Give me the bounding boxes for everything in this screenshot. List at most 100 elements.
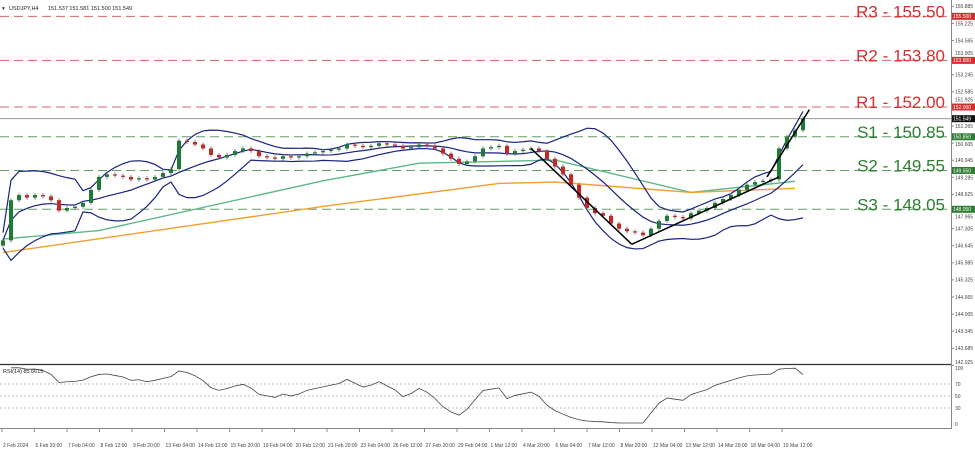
candle-body bbox=[177, 140, 181, 170]
time-tick-label: 23 Feb 04:00 bbox=[361, 443, 391, 449]
rsi-level-label: 50 bbox=[955, 394, 961, 400]
time-tick-label: 1 Mar 12:00 bbox=[491, 443, 518, 449]
candle-body bbox=[433, 145, 437, 149]
level-labels: R3 - 155.50 R2 - 153.80 R1 - 152.00 S1 - 15… bbox=[856, 2, 945, 214]
candle-body bbox=[481, 148, 485, 157]
candle-body bbox=[785, 136, 789, 149]
candle-body bbox=[417, 144, 421, 148]
candle-body bbox=[337, 148, 341, 150]
candle-body bbox=[609, 215, 613, 224]
time-tick-label: 6 Mar 04:00 bbox=[556, 443, 583, 449]
rsi-label: RSI(14) 85.6615 bbox=[3, 369, 43, 375]
candle-body bbox=[225, 154, 229, 158]
candle-body bbox=[105, 174, 109, 177]
moving-average-orange bbox=[2, 181, 796, 254]
candle-body bbox=[577, 184, 581, 198]
candle-body bbox=[385, 143, 389, 145]
candle-body bbox=[617, 223, 621, 229]
moving-averages bbox=[2, 159, 796, 254]
candle-body bbox=[153, 176, 157, 180]
price-tick-label: 153.905 bbox=[955, 51, 973, 57]
candle-body bbox=[377, 143, 381, 146]
price-tick-label: 155.225 bbox=[955, 21, 973, 27]
candle-body bbox=[185, 140, 189, 142]
candle-body bbox=[137, 178, 141, 180]
candle-body bbox=[241, 148, 245, 152]
candle-body bbox=[49, 196, 53, 201]
candle-body bbox=[633, 231, 637, 233]
candle-body bbox=[545, 151, 549, 159]
price-tick-label: 155.885 bbox=[955, 4, 973, 10]
candle-body bbox=[89, 189, 93, 203]
time-tick-label: 7 Feb 04:00 bbox=[68, 443, 95, 449]
price-axis: 155.885 155.225 154.565 153.905 153.245 152.5… bbox=[951, 4, 973, 366]
candle-body bbox=[313, 152, 317, 154]
candle-body bbox=[673, 215, 677, 218]
current-price-tag-text: 151.549 bbox=[953, 116, 971, 122]
trendline bbox=[530, 147, 633, 245]
candle-body bbox=[689, 213, 693, 219]
candle-body bbox=[497, 145, 501, 148]
candle-body bbox=[41, 195, 45, 197]
time-tick-label: 13 Feb 04:00 bbox=[166, 443, 196, 449]
candle-body bbox=[553, 158, 557, 167]
time-tick-label: 18 Mar 04:00 bbox=[751, 443, 781, 449]
time-tick-label: 8 Feb 12:00 bbox=[101, 443, 128, 449]
candle-body bbox=[369, 145, 373, 148]
candle-body bbox=[169, 169, 173, 174]
price-tick-label: 152.585 bbox=[955, 90, 973, 96]
rsi-line bbox=[11, 367, 804, 424]
price-tick-label: 147.965 bbox=[955, 214, 973, 220]
candle-body bbox=[297, 156, 301, 158]
level-label-s2: S2 - 149.55 bbox=[857, 156, 945, 175]
bollinger-upper bbox=[2, 111, 804, 233]
price-tag-r2 bbox=[952, 56, 975, 64]
candle-body bbox=[161, 173, 165, 177]
trendline bbox=[766, 109, 811, 178]
time-axis: 2 Feb 2024 5 Feb 20:00 7 Feb 04:00 8 Feb 12… bbox=[1, 429, 813, 449]
candle-body bbox=[113, 174, 117, 176]
time-tick-label: 2 Feb 2024 bbox=[3, 443, 29, 449]
candle-body bbox=[17, 195, 21, 201]
candle-body bbox=[33, 195, 37, 198]
candle-body bbox=[393, 144, 397, 146]
symbol-label: USDJPY,H4 bbox=[9, 6, 39, 12]
candle-body bbox=[233, 151, 237, 155]
level-label-r3: R3 - 155.50 bbox=[856, 2, 945, 21]
candles bbox=[1, 116, 805, 248]
moving-average-green bbox=[2, 159, 796, 240]
price-tag-text: 153.800 bbox=[953, 58, 971, 64]
candle-body bbox=[129, 176, 133, 180]
level-label-r1: R1 - 152.00 bbox=[856, 93, 945, 112]
candle-body bbox=[281, 156, 285, 159]
candle-body bbox=[697, 210, 701, 214]
price-tag-text: 155.500 bbox=[953, 14, 971, 20]
price-tick-label: 151.265 bbox=[955, 124, 973, 130]
time-tick-label: 29 Feb 04:00 bbox=[458, 443, 488, 449]
candle-body bbox=[201, 144, 205, 149]
candle-body bbox=[641, 232, 645, 236]
candle-body bbox=[441, 148, 445, 154]
price-tick-label: 144.665 bbox=[955, 295, 973, 301]
candle-body bbox=[361, 145, 365, 148]
time-tick-label: 12 Mar 04:00 bbox=[653, 443, 683, 449]
price-tag-text: 152.000 bbox=[953, 105, 971, 111]
price-tick-label: 142.025 bbox=[955, 360, 973, 366]
level-label-s1: S1 - 150.85 bbox=[857, 123, 945, 142]
rsi-level-label: 30 bbox=[955, 406, 961, 412]
candle-body bbox=[505, 145, 509, 154]
candle-body bbox=[569, 174, 573, 185]
candle-body bbox=[601, 213, 605, 216]
price-tick-label: 145.985 bbox=[955, 261, 973, 267]
candle-body bbox=[777, 148, 781, 180]
candle-body bbox=[625, 228, 629, 232]
candle-body bbox=[329, 149, 333, 152]
price-tick-label: 143.345 bbox=[955, 329, 973, 335]
candle-body bbox=[745, 184, 749, 190]
trendlines bbox=[530, 109, 811, 245]
level-label-s3: S3 - 148.05 bbox=[857, 195, 945, 214]
candle-body bbox=[537, 148, 541, 152]
price-tag-text: 149.550 bbox=[953, 168, 971, 174]
